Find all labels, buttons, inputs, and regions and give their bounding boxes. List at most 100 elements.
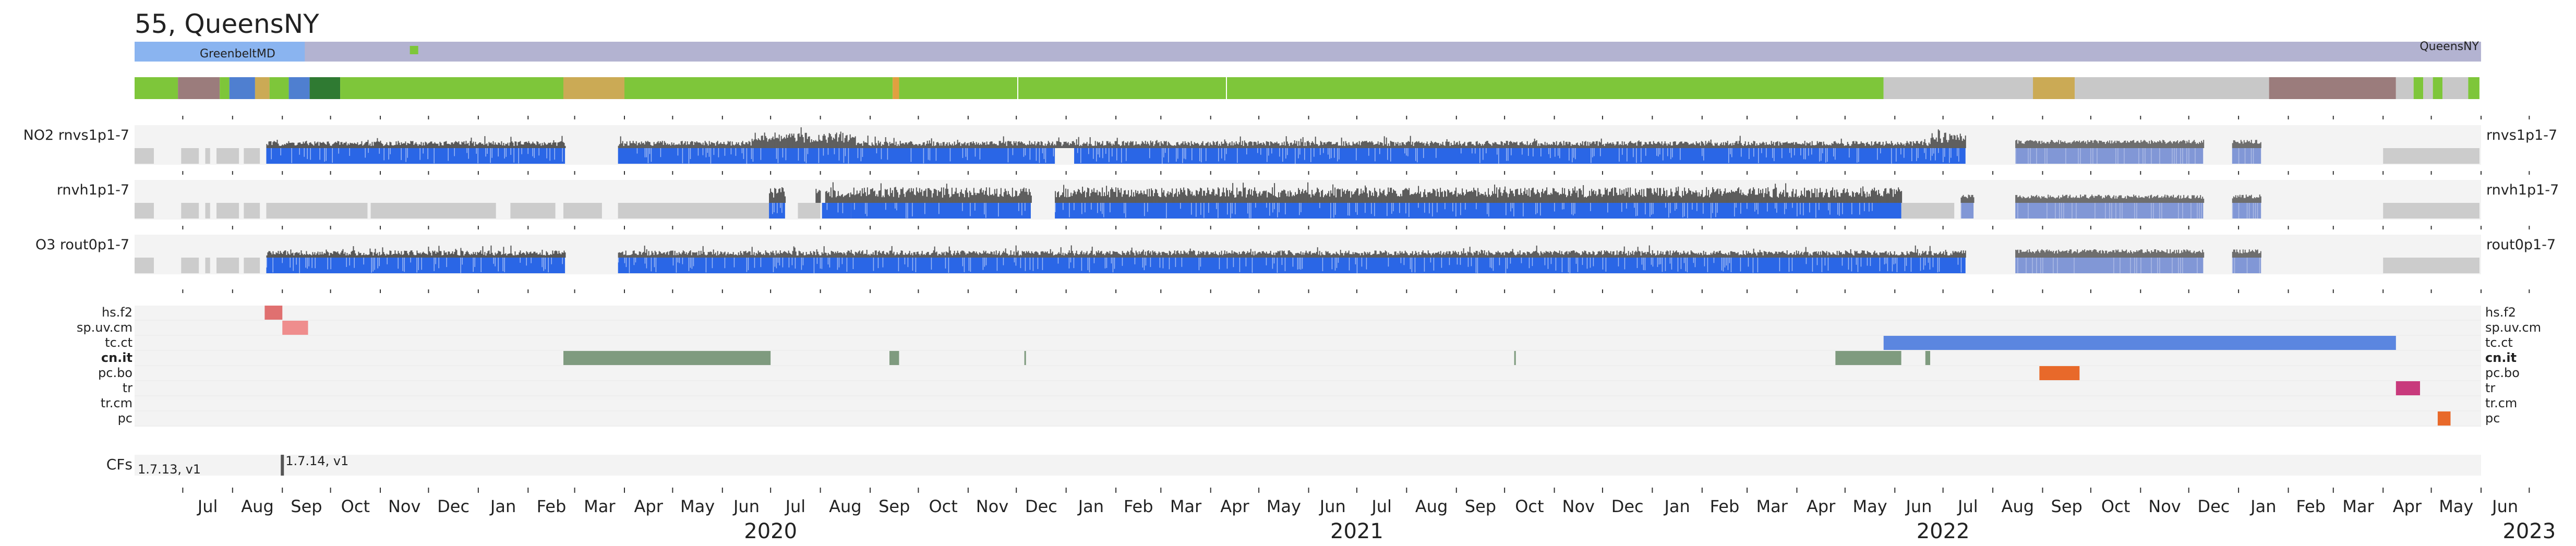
- value-bar: [297, 142, 299, 148]
- data-gap-line: [697, 148, 699, 156]
- value-bar: [1841, 193, 1843, 203]
- value-bar: [861, 143, 862, 148]
- value-bar: [563, 143, 565, 148]
- value-bar: [625, 143, 627, 148]
- data-gap-line: [635, 258, 636, 263]
- data-gap-line: [923, 148, 924, 164]
- data-gap-line: [818, 148, 820, 163]
- value-bar: [1491, 145, 1492, 148]
- value-bar: [1853, 192, 1855, 203]
- value-bar: [302, 253, 303, 258]
- value-bar: [447, 254, 448, 258]
- value-bar: [413, 254, 415, 258]
- value-bar: [1506, 192, 1507, 203]
- value-bar: [1865, 197, 1867, 203]
- value-bar: [439, 251, 441, 258]
- value-bar: [374, 141, 375, 148]
- value-bar: [1151, 188, 1152, 203]
- value-bar: [2088, 198, 2090, 203]
- value-bar: [784, 191, 785, 203]
- value-bar: [1022, 189, 1024, 203]
- value-bar: [1282, 251, 1284, 258]
- value-bar: [2182, 140, 2184, 148]
- value-bar: [810, 142, 811, 148]
- value-bar: [806, 254, 808, 258]
- value-bar: [916, 187, 917, 203]
- value-bar: [1859, 143, 1861, 148]
- value-bar: [2161, 196, 2163, 203]
- value-bar: [2059, 198, 2061, 203]
- value-bar: [1131, 247, 1133, 258]
- value-bar: [1038, 254, 1040, 258]
- value-bar: [2122, 198, 2123, 203]
- value-bar: [1310, 142, 1312, 148]
- value-bar: [1149, 189, 1150, 203]
- value-bar: [1472, 144, 1474, 148]
- value-bar: [1348, 191, 1350, 203]
- data-gap-line: [2197, 258, 2198, 273]
- value-bar: [1350, 197, 1352, 203]
- data-gap-line: [330, 258, 331, 270]
- data-gap-line: [2180, 148, 2181, 164]
- value-bar: [480, 250, 482, 258]
- value-bar: [2054, 198, 2055, 203]
- value-bar: [2133, 195, 2135, 203]
- value-bar: [1238, 191, 1240, 203]
- value-bar: [971, 252, 973, 258]
- value-bar: [2189, 143, 2191, 148]
- value-bar: [1832, 187, 1834, 203]
- data-gap-line: [434, 148, 435, 164]
- value-bar: [1845, 193, 1846, 203]
- value-bar: [564, 145, 566, 148]
- value-bar: [2084, 142, 2086, 148]
- value-bar: [1850, 145, 1851, 148]
- value-bar: [1045, 252, 1047, 258]
- value-bar: [2020, 197, 2022, 203]
- value-bar: [1277, 251, 1279, 258]
- value-bar: [1257, 197, 1259, 203]
- value-bar: [553, 253, 555, 258]
- value-bar: [1478, 143, 1480, 148]
- value-bar: [503, 247, 504, 258]
- value-bar: [962, 144, 964, 148]
- data-gap-line: [2190, 203, 2192, 219]
- value-bar: [1137, 191, 1139, 203]
- value-bar: [2107, 195, 2109, 203]
- value-bar: [1503, 143, 1505, 148]
- value-bar: [1204, 190, 1206, 203]
- data-gap-line: [1387, 203, 1388, 216]
- value-bar: [837, 251, 838, 258]
- value-bar: [906, 254, 907, 258]
- value-bar: [955, 188, 957, 203]
- value-bar: [2052, 140, 2053, 148]
- value-bar: [1393, 142, 1394, 148]
- value-bar: [1905, 143, 1907, 148]
- value-bar: [2026, 198, 2027, 203]
- value-bar: [291, 142, 293, 148]
- value-bar: [1376, 192, 1378, 203]
- value-bar: [1514, 142, 1515, 148]
- data-gap-line: [2063, 203, 2064, 219]
- value-bar: [1402, 142, 1404, 148]
- value-bar: [1671, 145, 1673, 148]
- value-bar: [664, 252, 665, 258]
- value-bar: [987, 144, 989, 148]
- value-bar: [1816, 189, 1818, 203]
- value-bar: [1798, 196, 1799, 203]
- data-gap-line: [1232, 203, 1233, 214]
- value-bar: [2060, 197, 2062, 203]
- value-bar: [416, 250, 418, 258]
- value-bar: [831, 197, 833, 203]
- value-bar: [1799, 197, 1800, 203]
- data-gap-line: [1333, 203, 1334, 218]
- value-bar: [2021, 143, 2023, 148]
- data-gap-line: [1257, 148, 1258, 153]
- value-bar: [951, 187, 953, 203]
- value-bar: [1659, 143, 1660, 148]
- value-bar: [2101, 196, 2102, 203]
- value-bar: [1249, 252, 1250, 258]
- value-bar: [1820, 142, 1821, 148]
- value-bar: [852, 137, 854, 148]
- value-bar: [753, 252, 755, 258]
- value-bar: [1194, 142, 1195, 148]
